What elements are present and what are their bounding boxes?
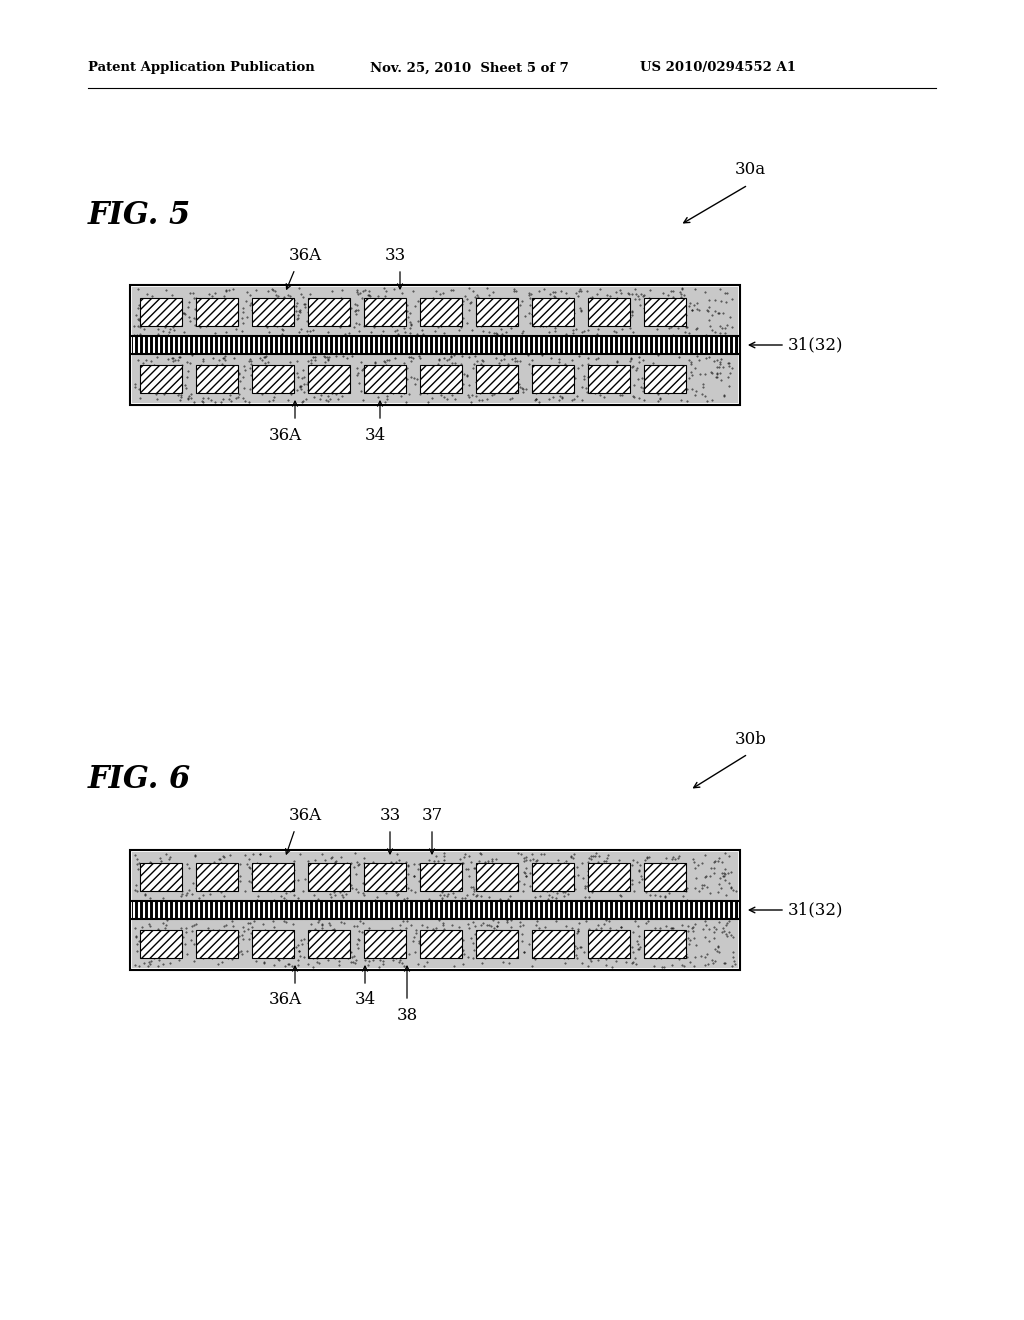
Bar [644, 297, 686, 326]
Bar [420, 364, 462, 392]
Bar [308, 929, 350, 957]
Bar [196, 862, 238, 891]
Bar [196, 297, 238, 326]
Bar [196, 364, 238, 392]
Bar [476, 862, 518, 891]
Text: 36A: 36A [268, 991, 301, 1008]
Text: 33: 33 [384, 247, 406, 264]
Bar [364, 929, 406, 957]
Bar [140, 862, 182, 891]
Text: Patent Application Publication: Patent Application Publication [88, 62, 314, 74]
Bar [476, 297, 518, 326]
Bar [532, 364, 574, 392]
Text: 36A: 36A [289, 247, 322, 264]
Bar [132, 919, 738, 968]
Bar [252, 297, 294, 326]
Bar [588, 862, 630, 891]
Bar [532, 862, 574, 891]
Bar [252, 929, 294, 957]
Bar [364, 297, 406, 326]
Bar [420, 862, 462, 891]
Bar [132, 354, 738, 403]
Text: US 2010/0294552 A1: US 2010/0294552 A1 [640, 62, 796, 74]
Text: 33: 33 [379, 807, 400, 824]
Bar [308, 297, 350, 326]
Bar [644, 862, 686, 891]
Bar [420, 929, 462, 957]
Bar [644, 929, 686, 957]
Bar [132, 902, 738, 919]
Text: 36A: 36A [289, 807, 322, 824]
Bar [364, 364, 406, 392]
Text: 38: 38 [396, 1006, 418, 1023]
Bar [252, 364, 294, 392]
Bar [140, 364, 182, 392]
Bar [140, 929, 182, 957]
Text: 37: 37 [421, 807, 442, 824]
Bar [420, 297, 462, 326]
Bar [132, 337, 738, 354]
Bar [308, 364, 350, 392]
Bar [532, 297, 574, 326]
Bar [476, 929, 518, 957]
Text: FIG. 6: FIG. 6 [88, 764, 191, 796]
Text: 36A: 36A [268, 426, 301, 444]
Bar [132, 851, 738, 902]
Bar [130, 285, 740, 405]
Bar [532, 929, 574, 957]
Bar [308, 862, 350, 891]
Text: 34: 34 [365, 426, 386, 444]
Bar [252, 862, 294, 891]
Bar [132, 286, 738, 337]
Bar [476, 364, 518, 392]
Text: 31(32): 31(32) [788, 902, 844, 919]
Bar [588, 297, 630, 326]
Text: 31(32): 31(32) [788, 337, 844, 354]
Bar [588, 364, 630, 392]
Bar [364, 862, 406, 891]
Text: 30b: 30b [735, 731, 767, 748]
Bar [196, 929, 238, 957]
Bar [140, 297, 182, 326]
Text: Nov. 25, 2010  Sheet 5 of 7: Nov. 25, 2010 Sheet 5 of 7 [370, 62, 568, 74]
Bar [588, 929, 630, 957]
Bar [644, 364, 686, 392]
Text: 34: 34 [354, 991, 376, 1008]
Text: 30a: 30a [735, 161, 766, 178]
Text: FIG. 5: FIG. 5 [88, 199, 191, 231]
Bar [130, 850, 740, 970]
